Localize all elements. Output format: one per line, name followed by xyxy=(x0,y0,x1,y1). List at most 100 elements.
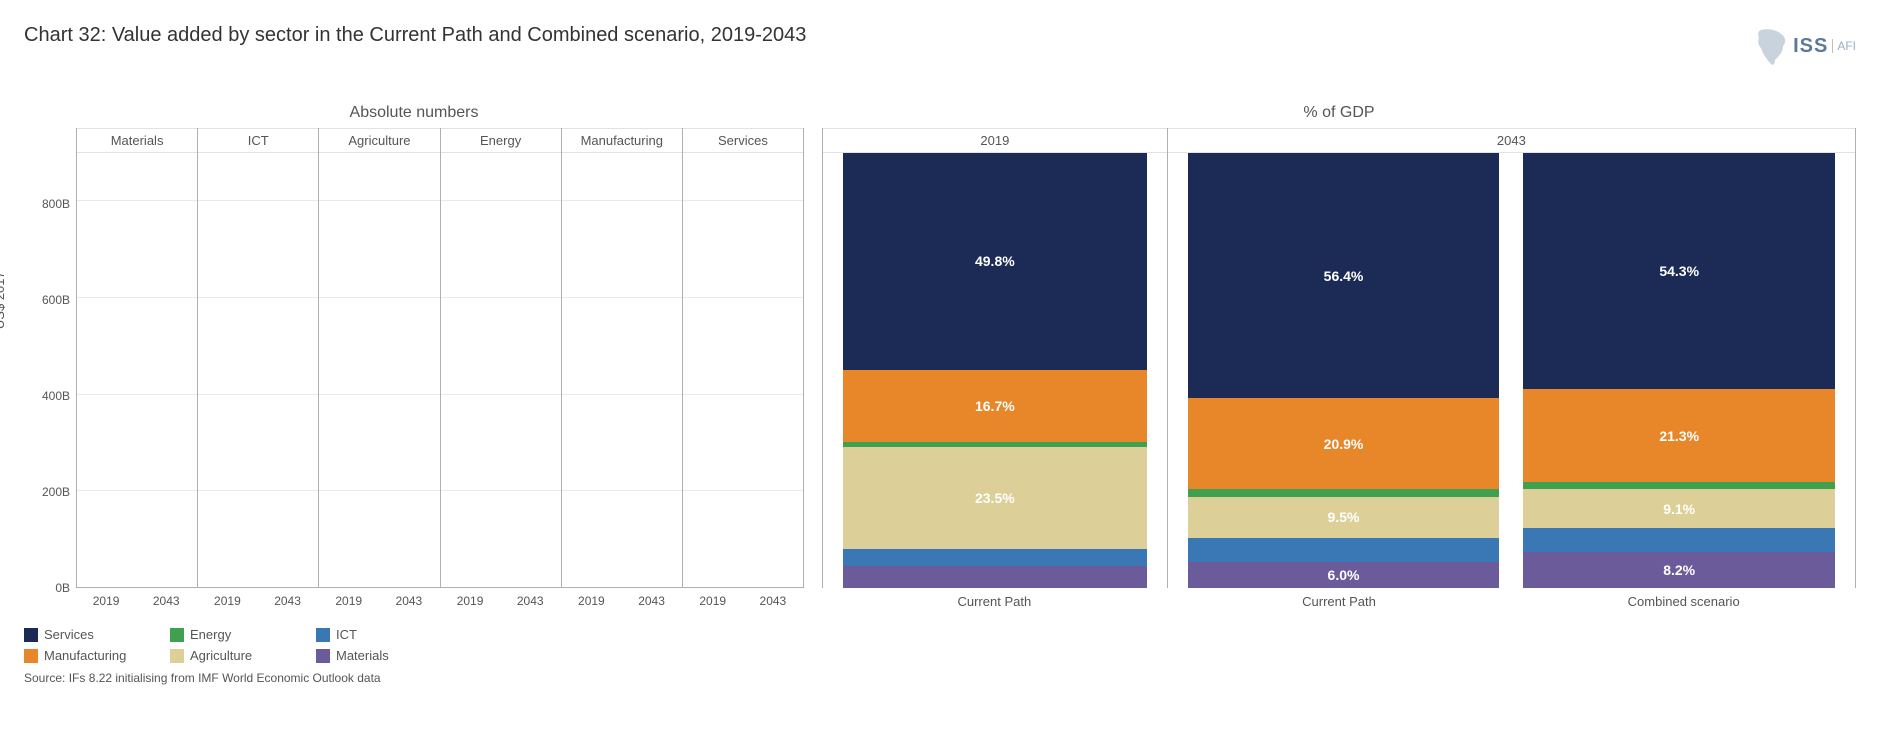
x-tick-label: 2043 xyxy=(760,588,787,608)
panel-right: % of GDP 201923.5%16.7%49.8%20436.0%9.5%… xyxy=(822,104,1856,609)
stacked-segment: 6.0% xyxy=(1188,562,1500,588)
x-tick-label: 2043 xyxy=(396,588,423,608)
right-chart: 201923.5%16.7%49.8%20436.0%9.5%20.9%56.4… xyxy=(822,128,1856,588)
right-group-body: 6.0% 9.5% 20.9%56.4% 8.2% 9.1% 21.3%54.3% xyxy=(1168,153,1855,588)
facet: ICT xyxy=(198,128,319,588)
legend-label: Services xyxy=(44,627,94,642)
stacked-segment xyxy=(1523,482,1835,489)
panels: Absolute numbers US$ 2017 0B200B400B600B… xyxy=(24,104,1856,609)
panel-right-title: % of GDP xyxy=(822,104,1856,122)
legend-label: Energy xyxy=(190,627,231,642)
right-group: 2043 6.0% 9.5% 20.9%56.4% 8.2% 9.1% 21.3%54.3% xyxy=(1168,128,1856,588)
stacked-segment xyxy=(843,549,1147,566)
legend: Services Energy ICT Manufacturing Agricultur… xyxy=(24,627,444,663)
legend-label: Manufacturing xyxy=(44,648,126,663)
stacked-segment xyxy=(1188,489,1500,496)
stacked-segment xyxy=(1523,528,1835,552)
x-tick-label: 2019 xyxy=(699,588,726,608)
y-tick: 200B xyxy=(42,485,70,499)
facet-plot xyxy=(562,153,682,588)
facet-plot xyxy=(77,153,197,588)
stacked-segment: 49.8% xyxy=(843,153,1147,370)
stacked-bar: 8.2% 9.1% 21.3%54.3% xyxy=(1523,153,1835,588)
x-tick-label: 2019 xyxy=(93,588,120,608)
right-group: 201923.5%16.7%49.8% xyxy=(822,128,1168,588)
facet-header: Materials xyxy=(77,128,197,153)
stacked-segment: 20.9% xyxy=(1188,398,1500,489)
legend-label: ICT xyxy=(336,627,357,642)
facet: Materials xyxy=(77,128,198,588)
x-tick-label: 2019 xyxy=(457,588,484,608)
right-group-header: 2043 xyxy=(1168,128,1855,153)
left-chart: US$ 2017 0B200B400B600B800B MaterialsICT… xyxy=(24,128,804,588)
legend-label: Agriculture xyxy=(190,648,252,663)
stacked-segment: 9.1% xyxy=(1523,489,1835,529)
legend-item: Materials xyxy=(316,648,436,663)
y-tick: 0B xyxy=(55,581,70,595)
y-tick: 600B xyxy=(42,293,70,307)
stacked-segment xyxy=(1188,538,1500,562)
legend-item: Energy xyxy=(170,627,290,642)
facet-plot xyxy=(319,153,439,588)
facet-header: Agriculture xyxy=(319,128,439,153)
legend-item: Services xyxy=(24,627,144,642)
stacked-bar: 6.0% 9.5% 20.9%56.4% xyxy=(1188,153,1500,588)
stacked-segment: 54.3% xyxy=(1523,153,1835,389)
stacked-segment: 56.4% xyxy=(1188,153,1500,398)
facet-plot xyxy=(198,153,318,588)
stacked-segment: 8.2% xyxy=(1523,552,1835,588)
legend-item: Manufacturing xyxy=(24,648,144,663)
chart-title: Chart 32: Value added by sector in the C… xyxy=(24,24,806,47)
legend-swatch xyxy=(170,649,184,663)
stacked-segment: 21.3% xyxy=(1523,389,1835,482)
y-tick: 800B xyxy=(42,197,70,211)
logo-text: ISS xyxy=(1793,35,1828,58)
facet: Energy xyxy=(441,128,562,588)
legend-swatch xyxy=(170,628,184,642)
stacked-segment: 23.5% xyxy=(843,447,1147,549)
x-tick-label: Combined scenario xyxy=(1511,588,1856,609)
x-tick-label: 2019 xyxy=(214,588,241,608)
stacked-segment: 16.7% xyxy=(843,370,1147,443)
legend-label: Materials xyxy=(336,648,389,663)
facets: MaterialsICTAgricultureEnergyManufacturi… xyxy=(76,128,804,588)
stacked-segment xyxy=(843,566,1147,588)
facet-header: ICT xyxy=(198,128,318,153)
facet: Manufacturing xyxy=(562,128,683,588)
x-tick-label: 2043 xyxy=(153,588,180,608)
header: Chart 32: Value added by sector in the C… xyxy=(24,24,1856,68)
x-tick-label: 2043 xyxy=(274,588,301,608)
legend-swatch xyxy=(316,628,330,642)
facet-header: Energy xyxy=(441,128,561,153)
stacked-bar: 23.5%16.7%49.8% xyxy=(843,153,1147,588)
facet-plot xyxy=(441,153,561,588)
right-group-body: 23.5%16.7%49.8% xyxy=(823,153,1167,588)
legend-item: Agriculture xyxy=(170,648,290,663)
facet: Agriculture xyxy=(319,128,440,588)
facet-header: Services xyxy=(683,128,803,153)
x-tick-label: 2019 xyxy=(578,588,605,608)
facet-header: Manufacturing xyxy=(562,128,682,153)
stacked-segment: 9.5% xyxy=(1188,497,1500,538)
source-text: Source: IFs 8.22 initialising from IMF W… xyxy=(24,671,1856,685)
panel-left-title: Absolute numbers xyxy=(24,104,804,122)
x-tick-label: Current Path xyxy=(822,588,1167,609)
legend-swatch xyxy=(24,628,38,642)
right-group-header: 2019 xyxy=(823,128,1167,153)
x-tick-label: 2019 xyxy=(335,588,362,608)
logo-sub: AFI xyxy=(1832,39,1856,53)
facet-plot xyxy=(683,153,803,588)
legend-item: ICT xyxy=(316,627,436,642)
x-tick-label: 2043 xyxy=(638,588,665,608)
africa-icon xyxy=(1753,24,1793,68)
legend-swatch xyxy=(24,649,38,663)
panel-left: Absolute numbers US$ 2017 0B200B400B600B… xyxy=(24,104,804,609)
y-axis-label: US$ 2017 xyxy=(0,271,7,329)
y-tick: 400B xyxy=(42,389,70,403)
facet: Services xyxy=(683,128,804,588)
y-axis: US$ 2017 0B200B400B600B800B xyxy=(24,128,76,588)
x-tick-label: Current Path xyxy=(1167,588,1512,609)
x-tick-label: 2043 xyxy=(517,588,544,608)
legend-swatch xyxy=(316,649,330,663)
logo: ISS AFI xyxy=(1753,24,1856,68)
